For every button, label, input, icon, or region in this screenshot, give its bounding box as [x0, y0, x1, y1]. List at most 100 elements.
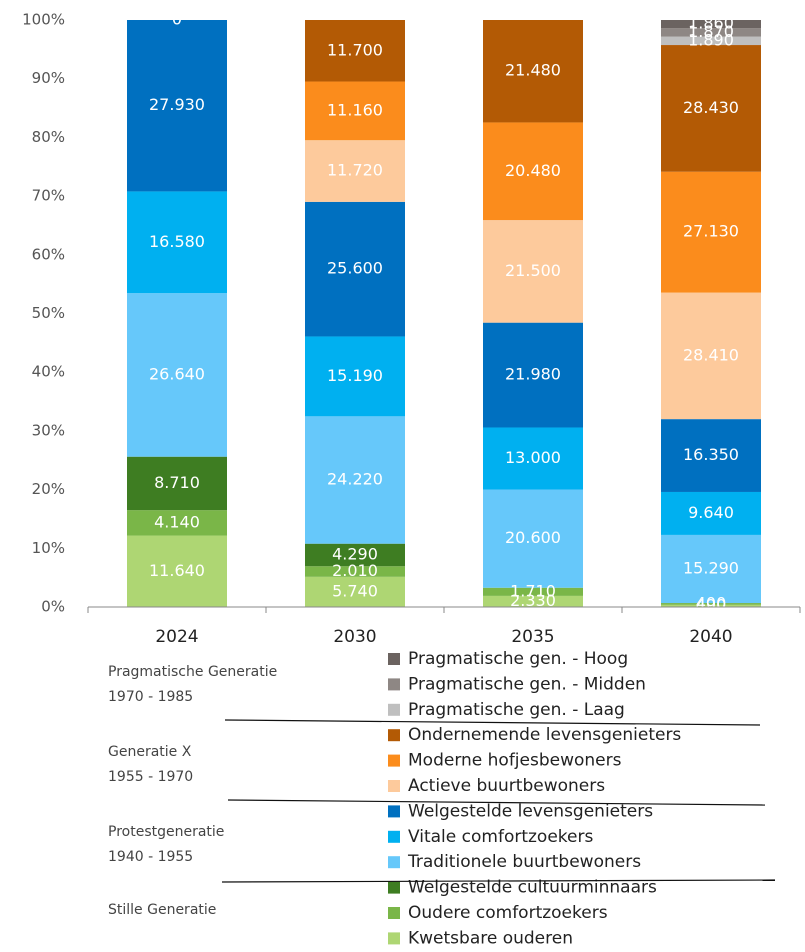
bar-segment: [127, 456, 227, 511]
data-label: 5.740: [332, 581, 378, 600]
y-tick-label: 70%: [32, 187, 65, 205]
bar-segment: [483, 595, 583, 607]
data-label: 15.290: [683, 558, 739, 577]
data-label: 24.220: [327, 470, 383, 489]
bar-segment: [305, 576, 405, 607]
bar-segment: [305, 543, 405, 567]
data-label: 490: [696, 595, 727, 614]
data-label: 400: [696, 593, 727, 612]
y-tick-label: 30%: [32, 421, 65, 439]
bar-segment: [127, 510, 227, 536]
bar-segment: [661, 36, 761, 46]
x-tick-label: 2040: [689, 627, 732, 647]
legend-swatch: [388, 932, 400, 945]
data-label: 21.480: [505, 61, 561, 80]
bar-segment: [661, 534, 761, 604]
y-tick-label: 80%: [32, 128, 65, 146]
bar-segment: [661, 604, 761, 607]
bar-segment: [305, 20, 405, 82]
y-tick-label: 10%: [32, 539, 65, 557]
legend-label: Pragmatische gen. - Hoog: [408, 649, 628, 669]
bar-segment: [305, 81, 405, 141]
bar-segment: [483, 587, 583, 596]
legend-label: Actieve buurtbewoners: [408, 776, 605, 796]
bar-segment: [305, 566, 405, 577]
data-label: 20.600: [505, 528, 561, 547]
x-tick-label: 2030: [333, 627, 376, 647]
bar-segment: [483, 220, 583, 323]
legend-group-name: Pragmatische Generatie: [108, 664, 277, 680]
y-tick-label: 40%: [32, 363, 65, 381]
data-label: 8.710: [154, 473, 200, 492]
legend-swatch: [388, 653, 400, 665]
legend-label: Moderne hofjesbewoners: [408, 751, 622, 771]
legend-label: Pragmatische gen. - Laag: [408, 700, 625, 720]
y-tick-label: 50%: [32, 304, 65, 322]
y-tick-label: 0%: [41, 598, 65, 616]
bar-segment: [305, 140, 405, 202]
y-tick-label: 90%: [32, 69, 65, 87]
legend-swatch: [388, 830, 400, 843]
data-label: 25.600: [327, 259, 383, 278]
y-tick-label: 100%: [22, 11, 65, 29]
bar-segment: [483, 122, 583, 221]
data-label: 4.290: [332, 544, 378, 563]
bar-segment: [661, 171, 761, 293]
data-label: 9.640: [688, 503, 734, 522]
bar-segment: [661, 603, 761, 605]
data-label: 26.640: [149, 364, 205, 383]
data-label: 2.330: [510, 591, 556, 610]
legend-group-years: 1955 - 1970: [108, 769, 193, 785]
bar-segment: [661, 28, 761, 37]
bar-segment: [661, 419, 761, 492]
bar-segment: [483, 427, 583, 490]
bar-segment: [127, 191, 227, 294]
legend-group-years: 1970 - 1985: [108, 689, 193, 705]
legend-swatch: [388, 907, 400, 919]
bar-segment: [127, 293, 227, 457]
legend-group-divider: [221, 879, 776, 883]
data-label: 20.480: [505, 161, 561, 180]
data-label: 15.190: [327, 366, 383, 385]
legend-label: Vitale comfortzoekers: [408, 827, 593, 847]
bar-segment: [661, 292, 761, 420]
y-tick-label: 60%: [32, 245, 65, 263]
data-label: 13.000: [505, 448, 561, 467]
bar-segment: [127, 20, 227, 192]
legend-label: Kwetsbare ouderen: [408, 928, 573, 948]
data-label: 27.130: [683, 222, 739, 241]
data-label: 11.700: [327, 40, 383, 59]
legend-swatch: [388, 678, 400, 691]
legend-swatch: [388, 729, 400, 742]
data-label: 1.860: [688, 14, 734, 33]
legend-group-name: Generatie X: [108, 744, 192, 760]
bar-segment: [483, 20, 583, 123]
legend-group-years: 1940 - 1955: [108, 849, 193, 865]
data-label: 16.580: [149, 232, 205, 251]
legend-label: Oudere comfortzoekers: [408, 903, 608, 923]
x-tick-label: 2024: [155, 627, 198, 647]
bar-segment: [661, 491, 761, 535]
bar-segment: [483, 489, 583, 588]
legend-swatch: [388, 703, 400, 716]
data-label: 0: [172, 10, 182, 29]
data-label: 11.160: [327, 100, 383, 119]
legend-group-name: Stille Generatie: [108, 902, 216, 918]
data-label: 27.930: [149, 95, 205, 114]
legend-group-divider: [227, 799, 766, 806]
data-label: 4.140: [154, 512, 200, 531]
legend-swatch: [388, 881, 400, 894]
data-label: 2.010: [332, 561, 378, 580]
data-label: 28.410: [683, 345, 739, 364]
legend-group-divider: [224, 719, 761, 726]
data-label: 1.870: [688, 22, 734, 41]
legend-swatch: [388, 754, 400, 767]
legend-label: Welgestelde levensgenieters: [408, 801, 653, 821]
legend-label: Welgestelde cultuurminnaars: [408, 878, 657, 898]
legend-label: Ondernemende levensgenieters: [408, 725, 681, 745]
bar-segment: [305, 416, 405, 544]
data-label: 1.710: [510, 581, 556, 600]
data-label: 1.890: [688, 30, 734, 49]
data-label: 16.350: [683, 445, 739, 464]
